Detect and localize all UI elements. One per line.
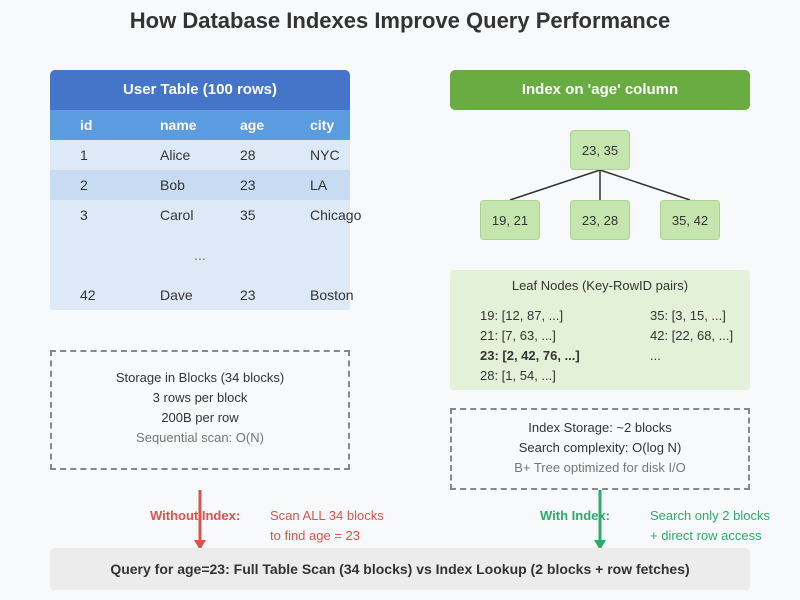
tree-edge	[599, 169, 691, 201]
leaf-entry-highlighted: 23: [2, 42, 76, ...]	[480, 348, 580, 363]
index-storage-note: B+ Tree optimized for disk I/O	[514, 460, 686, 475]
leaf-entry: 21: [7, 63, ...]	[480, 328, 556, 343]
cell-id: 2	[80, 177, 88, 193]
cell-city: Boston	[310, 287, 354, 303]
diagram-title: How Database Indexes Improve Query Perfo…	[129, 8, 671, 33]
table-row: 1 Alice 28 NYC	[50, 140, 350, 170]
query-summary: Query for age=23: Full Table Scan (34 bl…	[50, 548, 750, 590]
table-row: 3 Carol 35 Chicago	[50, 200, 361, 230]
tree-child-node: 19, 21	[480, 200, 540, 240]
cell-name: Dave	[160, 287, 193, 303]
leaf-entry: 19: [12, 87, ...]	[480, 308, 564, 323]
leaf-entry: 35: [3, 15, ...]	[650, 308, 726, 323]
column-name: name	[160, 117, 197, 133]
tree-child-node: 23, 28	[570, 200, 630, 240]
index-header: Index on 'age' column	[450, 70, 750, 110]
table-ellipsis-row: ...	[50, 230, 350, 280]
cell-city: NYC	[310, 147, 340, 163]
storage-line: 3 rows per block	[152, 390, 248, 405]
index-storage-box: Index Storage: ~2 blocks Search complexi…	[450, 408, 750, 490]
cell-city: Chicago	[310, 207, 362, 223]
cell-name: Carol	[160, 207, 194, 223]
cell-age: 28	[240, 147, 256, 163]
column-city: city	[310, 117, 335, 133]
storage-line: Storage in Blocks (34 blocks)	[115, 370, 285, 385]
leaf-entry: ...	[650, 348, 661, 363]
leaf-entry: 42: [22, 68, ...]	[650, 328, 734, 343]
index-storage-line: Search complexity: O(log N)	[518, 440, 682, 455]
user-table-header: User Table (100 rows)	[50, 70, 350, 110]
with-index-label: With Index:	[540, 508, 610, 523]
with-index-line: Search only 2 blocks	[650, 508, 770, 523]
leaf-entry: 28: [1, 54, ...]	[480, 368, 556, 383]
storage-box: Storage in Blocks (34 blocks) 3 rows per…	[50, 350, 350, 470]
cell-age: 35	[240, 207, 256, 223]
tree-root-node: 23, 35	[570, 130, 630, 170]
tree-child-node: 35, 42	[660, 200, 720, 240]
cell-age: 23	[240, 177, 256, 193]
cell-age: 23	[240, 287, 256, 303]
without-index-line: Scan ALL 34 blocks	[270, 508, 384, 523]
user-table-columns: id name age city	[50, 110, 350, 140]
cell-id: 42	[80, 287, 96, 303]
column-id: id	[80, 117, 93, 133]
without-index-line: to find age = 23	[270, 528, 360, 543]
leaf-nodes-title: Leaf Nodes (Key-RowID pairs)	[511, 278, 689, 293]
cell-city: LA	[310, 177, 328, 193]
cell-name: Bob	[160, 177, 185, 193]
cell-id: 3	[80, 207, 88, 223]
with-index-line: + direct row access	[650, 528, 762, 543]
column-age: age	[240, 117, 265, 133]
index-storage-line: Index Storage: ~2 blocks	[528, 420, 672, 435]
tree-edge	[509, 169, 601, 201]
storage-line: 200B per row	[161, 410, 239, 425]
cell-id: 1	[80, 147, 88, 163]
leaf-nodes-box: Leaf Nodes (Key-RowID pairs) 19: [12, 87…	[450, 270, 750, 390]
table-row: 2 Bob 23 LA	[50, 170, 350, 200]
storage-note: Sequential scan: O(N)	[136, 430, 264, 445]
without-index-label: Without Index:	[150, 508, 241, 523]
table-row: 42 Dave 23 Boston	[50, 280, 354, 310]
cell-name: Alice	[160, 147, 191, 163]
